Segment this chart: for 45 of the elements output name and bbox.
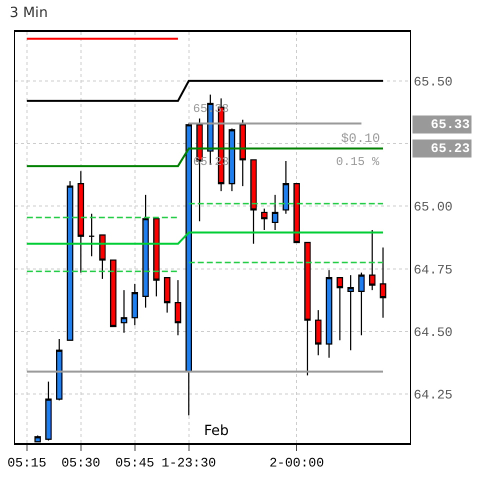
candlestick [88, 213, 95, 257]
candlestick [228, 128, 236, 192]
candlestick [326, 269, 332, 358]
candlestick [347, 274, 354, 351]
candlestick [78, 170, 84, 274]
candlestick [380, 246, 386, 318]
text: 65.23 [430, 141, 470, 156]
candlestick [336, 277, 344, 341]
annotation: $0.10 [341, 131, 380, 146]
candlestick [368, 229, 376, 291]
candlestick [174, 280, 182, 336]
candlestick [56, 338, 62, 401]
candlestick [45, 381, 52, 442]
annotation: Feb [204, 423, 229, 439]
candlestick [250, 159, 257, 244]
chart-title: 3 Min [10, 4, 48, 21]
x-tick-label: 05:15 [7, 456, 46, 471]
y-tick-label: 64.75 [414, 262, 453, 278]
candlestick [293, 183, 300, 244]
candlestick [272, 194, 278, 231]
candlestick [120, 290, 128, 334]
x-tick-label: 1-23:30 [161, 456, 216, 471]
candlestick [239, 119, 246, 187]
candlestick [66, 180, 74, 341]
x-tick-label: 05:45 [115, 456, 154, 471]
candlestick [164, 277, 170, 314]
candlestick [153, 218, 160, 297]
y-tick-label: 65.50 [414, 74, 453, 90]
candlestick [34, 434, 41, 442]
y-tick-label: 64.25 [414, 388, 453, 403]
x-tick-label: 2-00:00 [269, 456, 324, 471]
y-tick-label: 65.00 [414, 200, 453, 215]
candlestick [132, 283, 138, 326]
candlestick [358, 272, 365, 336]
candlestick [110, 259, 116, 328]
candlestick [282, 160, 290, 214]
candlestick [99, 234, 106, 280]
candlestick [315, 310, 322, 356]
candlestick [261, 208, 268, 231]
y-tick-label: 64.50 [414, 325, 453, 340]
candlestick [304, 242, 311, 376]
text: 65.33 [430, 117, 470, 132]
x-tick-label: 05:30 [61, 456, 100, 471]
annotation: 0.15 % [336, 155, 380, 169]
candlestick [142, 194, 149, 308]
